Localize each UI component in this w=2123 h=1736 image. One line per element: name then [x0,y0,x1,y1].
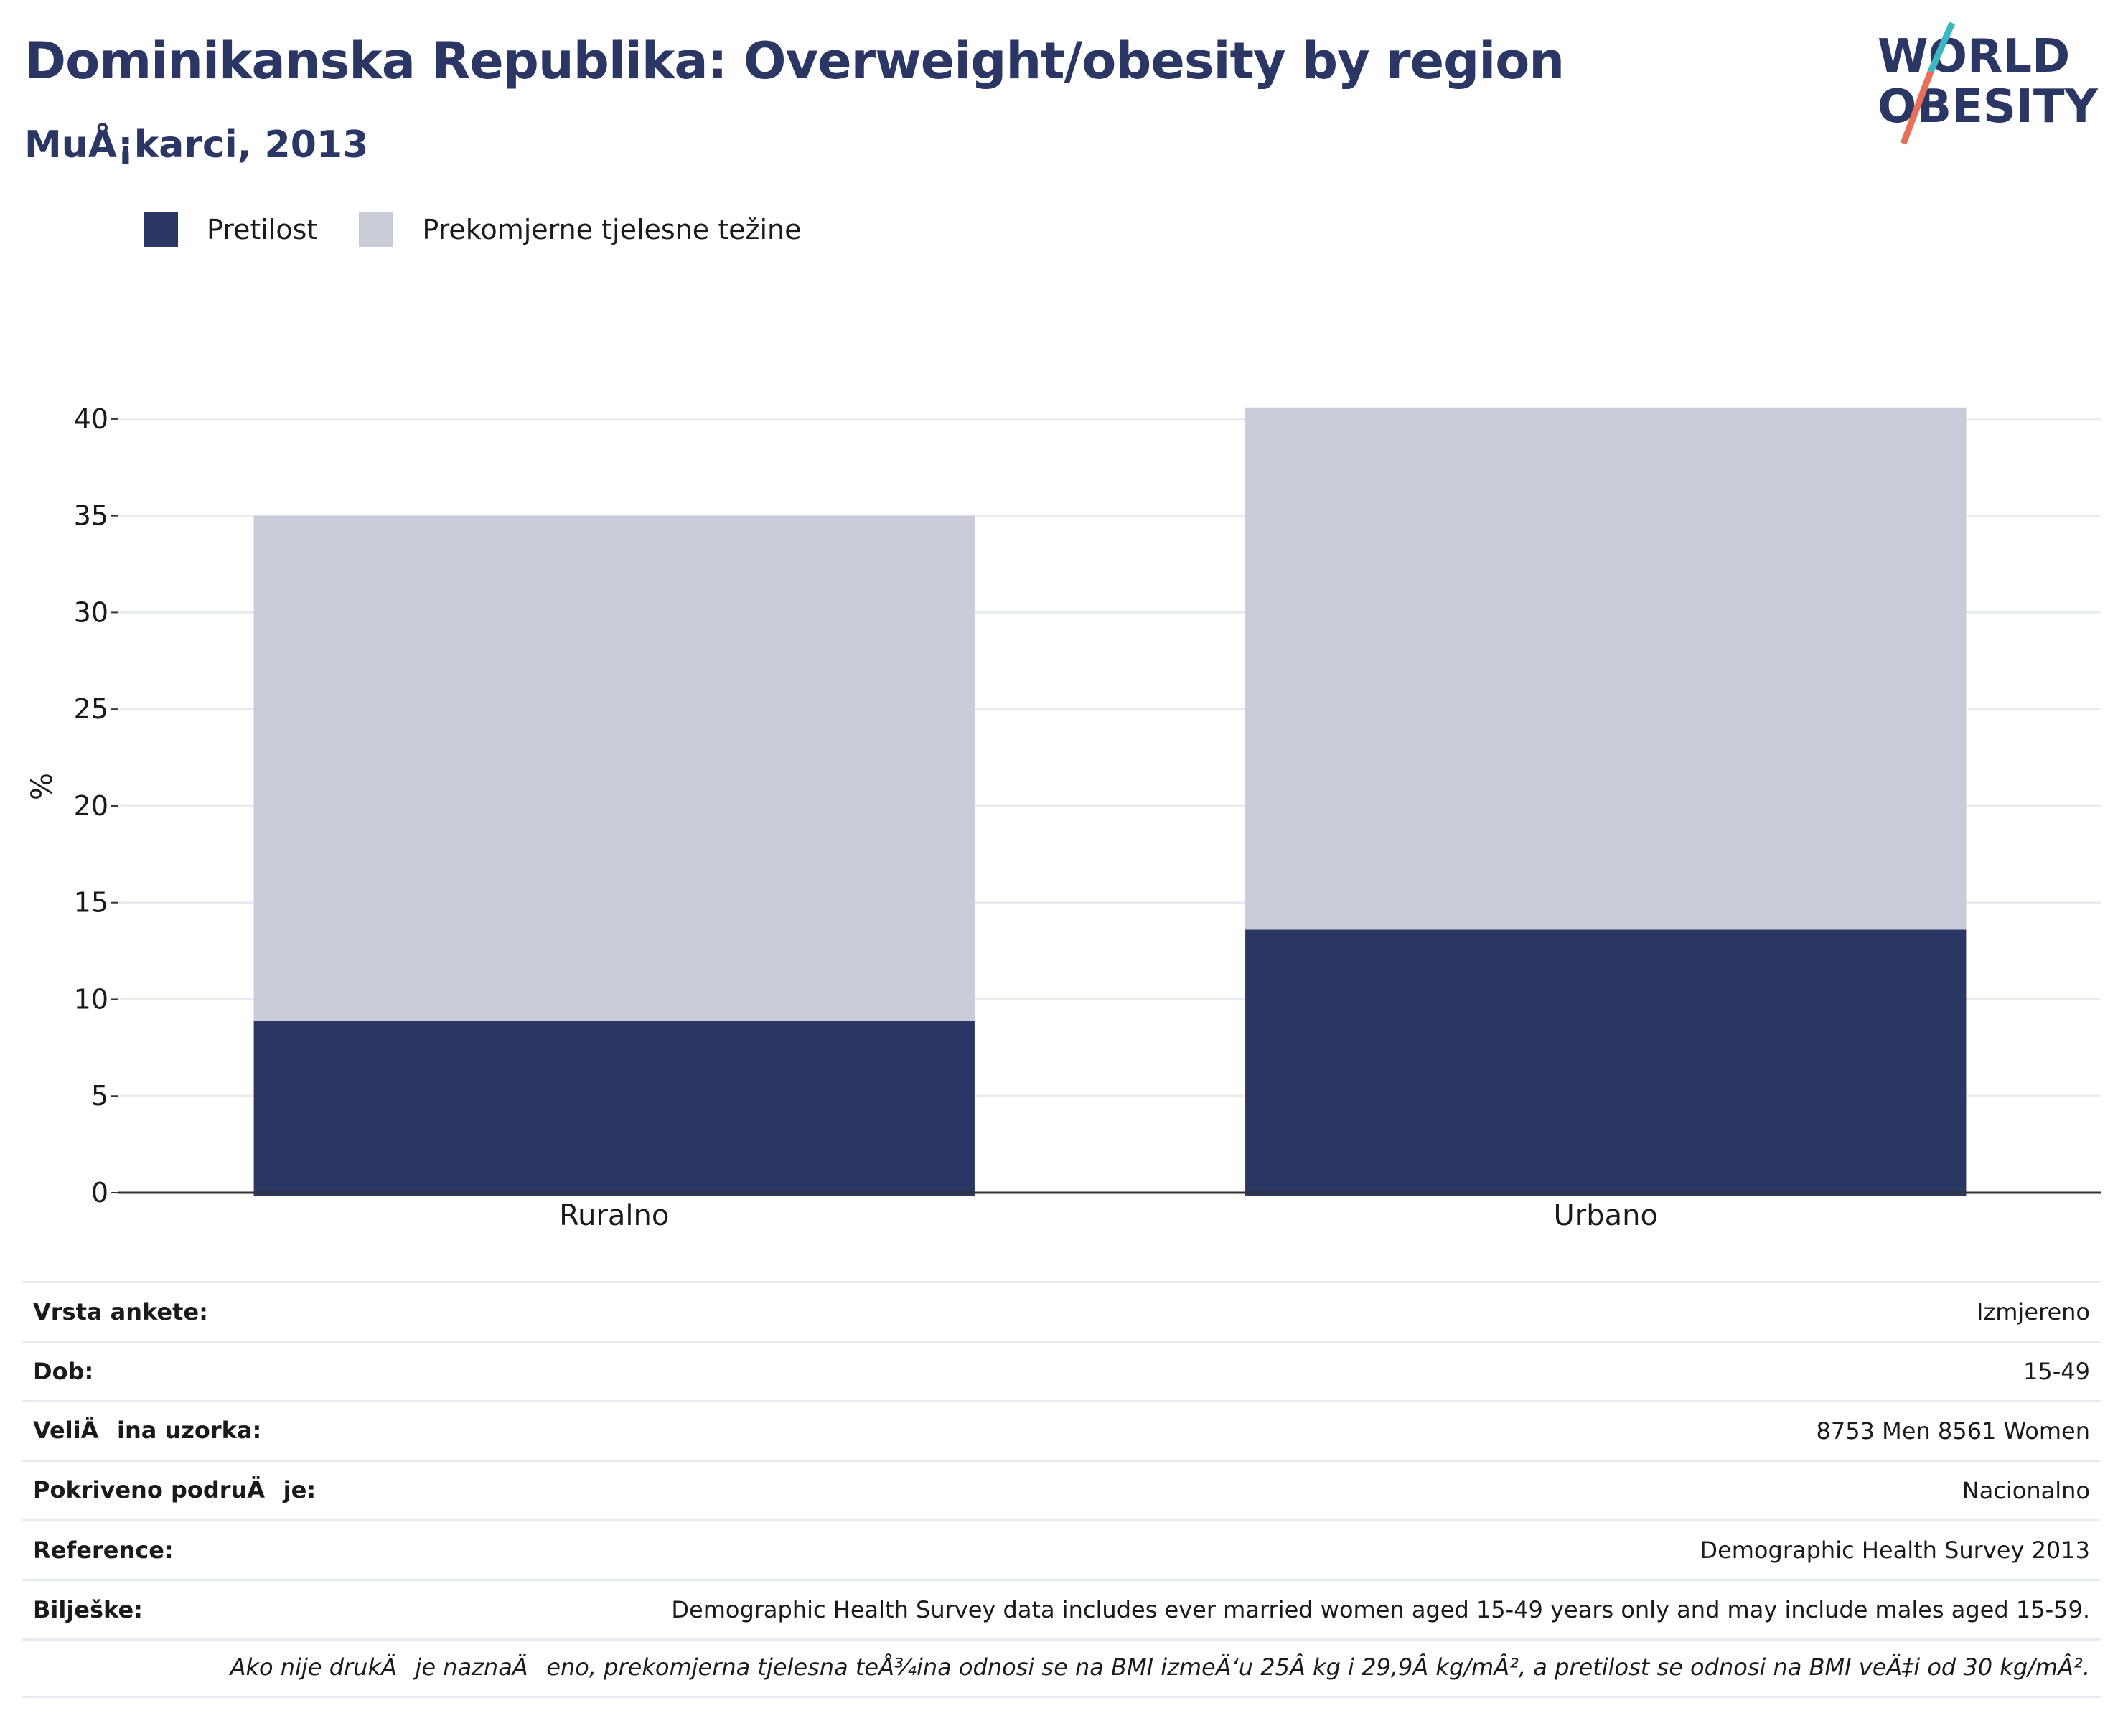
world-obesity-logo: WORLD OBESITY [1878,22,2098,145]
legend-label-overweight: Prekomjerne tjelesne težine [422,214,802,245]
y-tick-label: 10 [74,983,108,1015]
logo-slash-red [1900,70,1934,145]
y-tick-label: 0 [91,1177,108,1209]
x-tick-label: Urbano [1554,1199,1658,1232]
info-value: Demographic Health Survey data includes … [671,1596,2090,1623]
info-row-area-covered: Pokriveno podruÄje: Nacionalno [22,1460,2101,1519]
info-key: Bilješke: [33,1596,143,1623]
info-row-sample-size: VeliÄina uzorka: 8753 Men 8561 Women [22,1400,2101,1460]
logo-slash-teal [1927,22,1956,73]
info-row-survey-type: Vrsta ankete: Izmjereno [22,1281,2101,1341]
chart-subtitle: MuÅ¡karci, 2013 [24,123,369,166]
y-tick-label: 30 [74,596,108,628]
chart-legend: Pretilost Prekomjerne tjelesne težine [144,212,843,247]
info-row-definition-note: Ako nije drukÄje naznaÄeno, prekomjern… [22,1638,2101,1698]
y-tick-label: 35 [74,500,108,532]
x-tick-label: Ruralno [559,1199,669,1232]
y-axis-label: % [26,773,59,800]
legend-item-overweight[interactable]: Prekomjerne tjelesne težine [359,212,802,247]
info-key: Pokriveno podruÄje: [33,1475,317,1503]
info-table: Vrsta ankete: Izmjereno Dob: 15-49 VeliÄ… [22,1281,2101,1698]
bar-overweight-urbano [1245,407,1967,930]
info-key: Reference: [33,1536,174,1564]
legend-swatch-obesity [144,212,178,247]
legend-swatch-overweight [359,212,394,247]
y-tick-label: 25 [74,693,108,725]
y-tick-label: 20 [74,790,108,822]
definition-note: Ako nije drukÄje naznaÄeno, prekomjern… [230,1653,2090,1681]
bar-chart: 0 5 10 15 20 25 30 35 40% Ruralno Urbano [26,403,2101,1232]
info-key: VeliÄina uzorka: [33,1416,262,1444]
info-value: Izmjereno [1977,1298,2090,1326]
info-row-notes: Bilješke: Demographic Health Survey data… [22,1579,2101,1638]
y-tick-label: 5 [91,1080,108,1112]
info-value: Nacionalno [1962,1477,2090,1504]
bar-overweight-ruralno [253,515,975,1021]
info-row-age: Dob: 15-49 [22,1341,2101,1400]
legend-item-obesity[interactable]: Pretilost [144,212,317,247]
legend-label-obesity: Pretilost [207,214,318,245]
info-row-reference: Reference: Demographic Health Survey 201… [22,1519,2101,1579]
info-value: 8753 Men 8561 Women [1816,1417,2090,1445]
info-value: Demographic Health Survey 2013 [1700,1536,2090,1564]
y-tick-label: 15 [74,887,108,919]
info-key: Vrsta ankete: [33,1298,208,1326]
info-value: 15-49 [2023,1358,2090,1385]
y-tick-label: 40 [74,403,108,435]
bar-obesity-urbano [1245,929,1967,1196]
logo-word-world: WORLD [1878,30,2070,83]
info-key: Dob: [33,1358,94,1385]
chart-title: Dominikanska Republika: Overweight/obesi… [24,32,1565,90]
bar-obesity-ruralno [253,1021,975,1196]
